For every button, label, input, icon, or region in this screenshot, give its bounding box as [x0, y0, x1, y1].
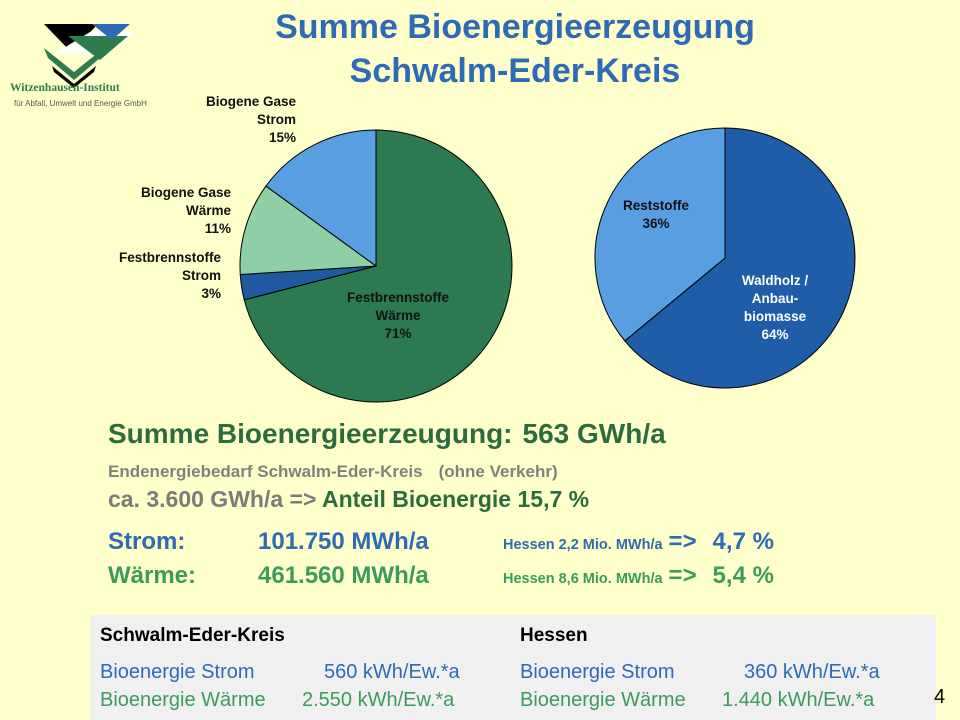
pie1-slice-0	[243, 129, 513, 403]
page-title: Summe Bioenergieerzeugung	[275, 8, 755, 46]
share-amount: ca. 3.600 GWh/a =>	[108, 486, 317, 512]
share-line: ca. 3.600 GWh/a => Anteil Bioenergie 15,…	[108, 486, 589, 513]
pie2-slice-1	[594, 127, 726, 342]
logo-name: Witzenhausen-Institut	[10, 82, 120, 94]
pie1-slice-3	[265, 129, 377, 267]
summary-label: Summe Bioenergieerzeugung:	[108, 418, 513, 449]
page-number: 4	[934, 686, 946, 708]
pie-chart-2: Waldholz / Anbau-biomasse 64% Reststoffe 36%	[594, 127, 856, 389]
comparison-left-waerme-label: Bioenergie Wärme	[100, 689, 266, 711]
comparison-right-waerme-value: 1.440 kWh/Ew.*a	[722, 689, 875, 711]
logo-subtitle: für Abfall, Umwelt und Energie GmbH	[14, 99, 147, 108]
arrow: =>	[668, 562, 697, 589]
arrow: =>	[668, 528, 697, 555]
summary-line: Summe Bioenergieerzeugung: 563 GWh/a	[108, 418, 676, 450]
comparison-left-waerme-value: 2.550 kWh/Ew.*a	[302, 689, 455, 711]
comparison-box: Schwalm-Eder-Kreis Hessen Bioenergie Str…	[90, 615, 936, 720]
pie1-label-0: Festbrennstoffe Wärme 71%	[347, 290, 450, 341]
comparison-right-header: Hessen	[520, 625, 588, 646]
energy-label: Wärme:	[108, 562, 197, 589]
energy-row-waerme: Wärme: 461.560 MWh/a Hessen 8,6 Mio. MWh/a…	[108, 562, 774, 590]
pie1-label-2: Biogene Gase Wärme 11%	[141, 185, 232, 236]
energy-percent: 4,7 %	[712, 528, 774, 555]
comparison-right-strom-value: 360 kWh/Ew.*a	[744, 661, 880, 683]
pie1-slice-2	[239, 185, 378, 276]
comparison-left-strom-value: 560 kWh/Ew.*a	[324, 661, 460, 683]
comparison-right-waerme-label: Bioenergie Wärme	[520, 689, 686, 711]
demand-line: Endenergiebedarf Schwalm-Eder-Kreis (ohne…	[108, 462, 558, 482]
hessen-value: Hessen 8,6 Mio. MWh/a	[503, 571, 663, 587]
demand-note: (ohne Verkehr)	[438, 462, 558, 481]
pie1-label-3: Biogene Gase Strom 15%	[206, 94, 297, 145]
pie-chart-1: Festbrennstoffe Wärme 71% Festbrennstoffe St…	[119, 94, 513, 403]
share-value: 15,7 %	[517, 486, 590, 512]
pie1-label-1: Festbrennstoffe Strom 3%	[119, 250, 222, 301]
comparison-left-strom-label: Bioenergie Strom	[100, 661, 255, 683]
comparison-right-strom-label: Bioenergie Strom	[520, 661, 675, 683]
pie2-label-0: Waldholz / Anbau-biomasse 64%	[742, 273, 808, 342]
witzenhausen-logo	[44, 24, 134, 88]
comparison-left-header: Schwalm-Eder-Kreis	[100, 625, 285, 646]
energy-value: 101.750 MWh/a	[258, 528, 429, 555]
pie-charts: Festbrennstoffe Wärme 71% Festbrennstoffe St…	[119, 94, 856, 403]
energy-label: Strom:	[108, 528, 186, 555]
share-label: Anteil Bioenergie	[321, 486, 512, 512]
page-subtitle: Schwalm-Eder-Kreis	[349, 52, 681, 90]
energy-value: 461.560 MWh/a	[258, 562, 429, 589]
demand-label: Endenergiebedarf Schwalm-Eder-Kreis	[108, 462, 423, 481]
summary-value: 563 GWh/a	[522, 418, 666, 449]
pie2-label-1: Reststoffe 36%	[623, 198, 690, 231]
energy-row-strom: Strom: 101.750 MWh/a Hessen 2,2 Mio. MWh/a…	[108, 528, 774, 556]
energy-percent: 5,4 %	[712, 562, 774, 589]
pie2-slice-0	[624, 127, 856, 389]
hessen-value: Hessen 2,2 Mio. MWh/a	[503, 537, 663, 553]
